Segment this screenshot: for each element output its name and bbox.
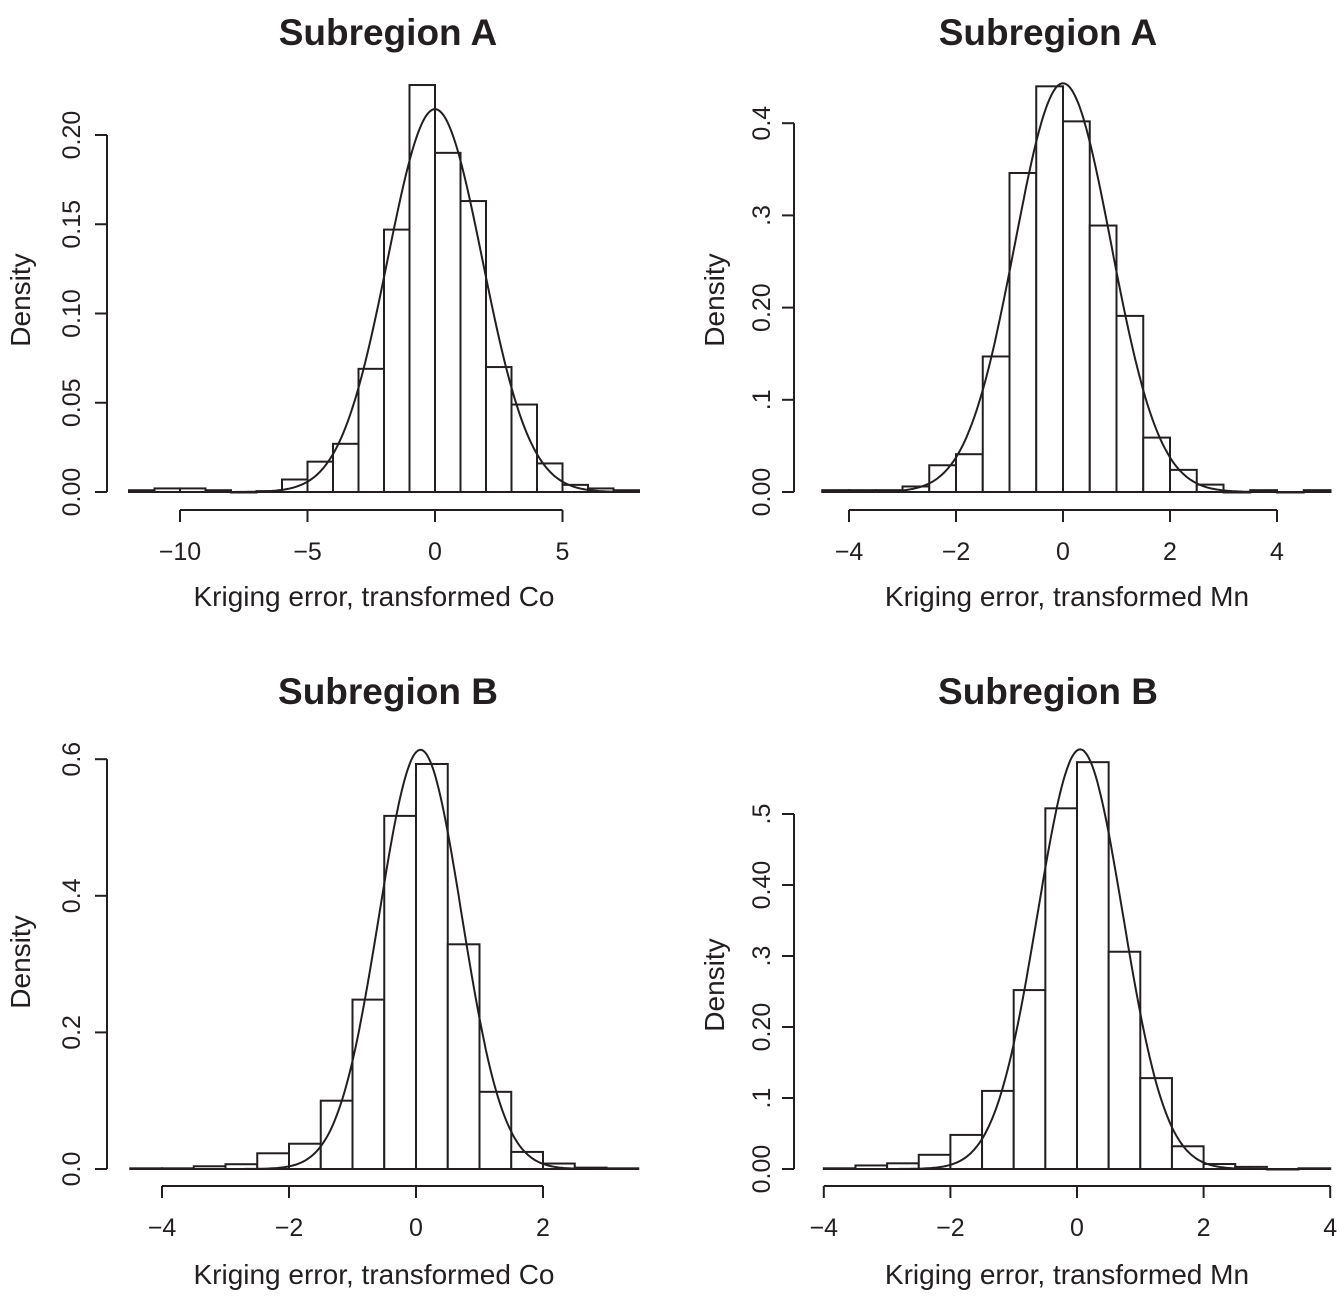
histogram-panel: Subregion B −4 −2 0 2 0.0 0.2 0.4 0.6 Kriging err… — [5, 671, 640, 1290]
x-tick-label: 4 — [1323, 1214, 1337, 1242]
x-tick-label: 0 — [409, 1214, 423, 1242]
y-tick-label: 0.20 — [58, 111, 86, 160]
x-tick-label: 4 — [1270, 538, 1284, 566]
histogram-bar — [542, 1162, 576, 1171]
histogram-bar — [415, 762, 449, 1171]
y-tick-label: .5 — [748, 804, 776, 825]
histogram-bar — [478, 1090, 513, 1171]
histogram-panel: Subregion A −10 −5 0 5 0.00 0.05 0.10 0.15 0.20 Kr… — [5, 12, 640, 612]
histogram-bar — [357, 367, 385, 493]
chart-title: Subregion A — [939, 12, 1158, 53]
y-tick-label: 0.40 — [748, 861, 776, 910]
chart-title: Subregion B — [938, 671, 1158, 712]
histogram-bar — [1035, 85, 1064, 493]
x-tick-label: −10 — [159, 538, 201, 566]
histogram-bar — [485, 366, 513, 493]
y-tick-label: .1 — [748, 389, 776, 410]
y-tick-label: .3 — [748, 946, 776, 967]
y-tick-label: 0.15 — [58, 200, 86, 249]
x-tick-label: 0 — [428, 538, 442, 566]
y-tick-label: 0.00 — [58, 468, 86, 517]
y-tick-label: 0.2 — [58, 1015, 86, 1050]
histogram-bar — [1062, 120, 1091, 494]
histogram-bar — [306, 460, 334, 493]
y-tick-label: .1 — [748, 1088, 776, 1109]
histogram-bar — [1088, 224, 1118, 494]
y-tick-label: 0.00 — [748, 468, 776, 517]
y-tick-label: 0.10 — [58, 289, 86, 338]
x-tick-label: −2 — [942, 538, 971, 566]
histogram-bar — [1076, 761, 1110, 1170]
chart-title: Subregion A — [279, 12, 498, 53]
y-tick-label: 0.20 — [748, 1003, 776, 1052]
x-tick-label: 2 — [536, 1214, 550, 1242]
histogram-bar — [1139, 1077, 1173, 1170]
histogram-bar — [1008, 171, 1038, 493]
histogram-bar — [1142, 436, 1171, 493]
x-tick-label: −2 — [936, 1214, 965, 1242]
normal-density-curve — [822, 82, 1331, 493]
y-axis-label: Density — [5, 253, 36, 346]
x-tick-label: −4 — [148, 1214, 177, 1242]
x-axis-label: Kriging error, transformed Co — [193, 1259, 554, 1290]
x-tick-label: 5 — [556, 538, 570, 566]
y-tick-label: 0.00 — [748, 1145, 776, 1194]
histogram-bar — [1115, 314, 1145, 494]
y-tick-label: 0.05 — [58, 378, 86, 427]
y-axis-label: Density — [5, 915, 36, 1008]
normal-density-curve — [130, 748, 639, 1170]
y-tick-label: 0.0 — [58, 1152, 86, 1187]
histogram-bar — [510, 1150, 544, 1171]
histogram-panel: Subregion A −4 −2 0 2 4 0.00 .1 0.20 .3 0.4 Kriging… — [699, 12, 1332, 612]
x-tick-label: 0 — [1056, 538, 1070, 566]
histogram-bar — [459, 200, 487, 493]
histogram-bar — [928, 464, 957, 493]
y-tick-label: 0.4 — [748, 106, 776, 141]
histogram-bar — [1169, 468, 1198, 494]
chart-title: Subregion B — [278, 671, 498, 712]
x-tick-label: −2 — [275, 1214, 304, 1242]
histogram-bar — [955, 453, 984, 493]
x-tick-label: −4 — [835, 538, 864, 566]
histogram-bar — [319, 1099, 354, 1170]
histogram-bar — [981, 355, 1011, 493]
histogram-panel: Subregion B −4 −2 0 2 4 0.00 .1 0.20 .3 0.40 .5 Krig… — [699, 671, 1337, 1290]
x-tick-label: −4 — [810, 1214, 839, 1242]
normal-density-curve — [129, 108, 639, 493]
x-tick-label: 0 — [1070, 1214, 1084, 1242]
y-tick-label: 0.20 — [748, 283, 776, 332]
histogram-bar — [1044, 807, 1078, 1170]
x-axis-label: Kriging error, transformed Mn — [885, 581, 1249, 612]
histogram-bar — [434, 151, 462, 493]
histogram-bar — [1170, 1145, 1205, 1171]
histogram-bar — [536, 462, 564, 494]
x-tick-label: 2 — [1197, 1214, 1211, 1242]
y-axis-label: Density — [699, 938, 730, 1031]
y-tick-label: 0.6 — [58, 742, 86, 777]
histogram-bar — [446, 943, 481, 1171]
histogram-bar — [332, 442, 360, 493]
y-tick-label: 0.4 — [58, 878, 86, 913]
x-tick-label: 2 — [1163, 538, 1177, 566]
normal-density-curve — [823, 748, 1331, 1170]
x-axis-label: Kriging error, transformed Co — [193, 581, 554, 612]
y-tick-label: .3 — [748, 205, 776, 226]
histogram-bar — [383, 814, 417, 1170]
x-axis-label: Kriging error, transformed Mn — [885, 1259, 1249, 1290]
histogram-bar — [383, 228, 411, 493]
x-tick-label: −5 — [293, 538, 322, 566]
histogram-bar — [351, 998, 386, 1171]
y-axis-label: Density — [699, 253, 730, 346]
